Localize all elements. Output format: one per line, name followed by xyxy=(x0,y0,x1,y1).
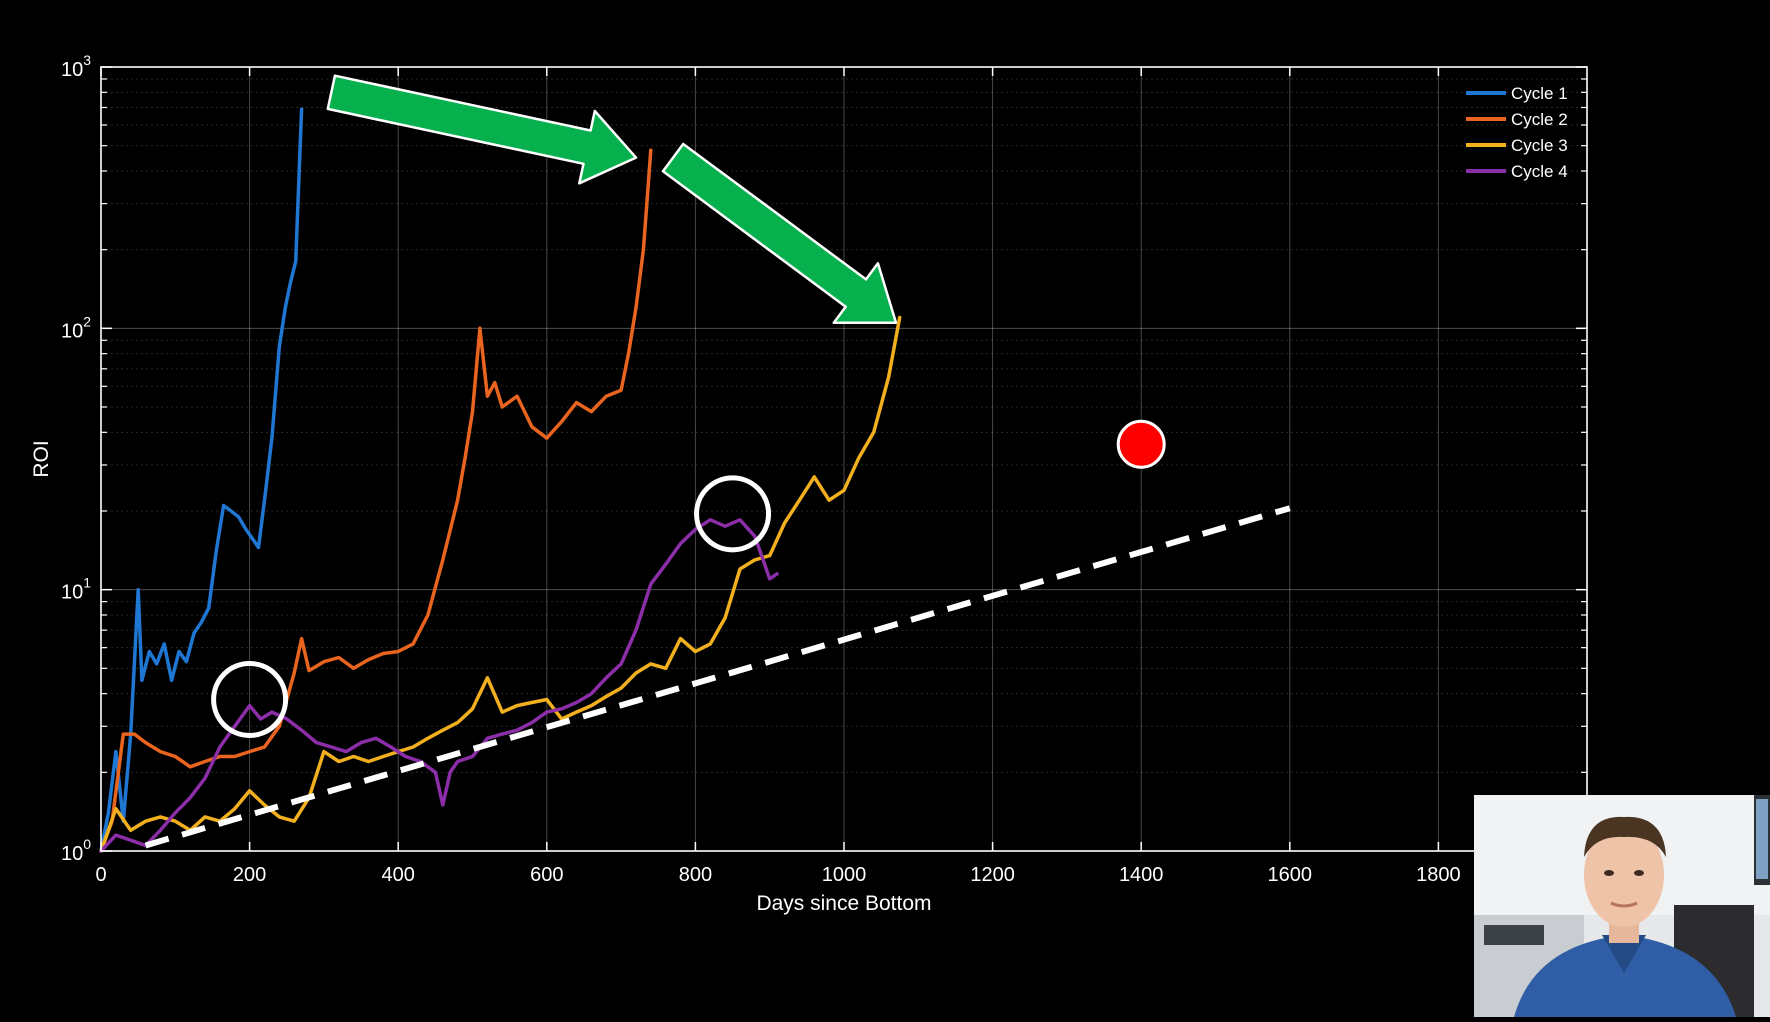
tick-label-x: 1600 xyxy=(1268,864,1313,886)
tick-label-y: 101 xyxy=(61,575,91,604)
tick-label-x: 1200 xyxy=(970,864,1015,886)
tick-label-x: 800 xyxy=(679,864,712,886)
series-line-cycle-3 xyxy=(99,315,902,853)
legend: Cycle 1 Cycle 2 Cycle 3 Cycle 4 xyxy=(1466,84,1568,181)
tick-label-y: 102 xyxy=(61,313,91,342)
legend-label: Cycle 4 xyxy=(1511,162,1568,181)
tick-label-x: 200 xyxy=(233,864,266,886)
red-marker xyxy=(1116,419,1166,469)
tick-label-x: 1800 xyxy=(1416,864,1461,886)
legend-label: Cycle 2 xyxy=(1511,110,1568,129)
tick-label-y: 103 xyxy=(61,52,91,81)
trend-line xyxy=(144,505,1291,849)
y-axis-label: ROI xyxy=(30,440,53,477)
highlight-circle xyxy=(694,475,772,553)
tick-label-x: 0 xyxy=(95,864,106,886)
x-axis-label: Days since Bottom xyxy=(756,892,931,915)
green-arrow xyxy=(326,74,638,185)
legend-label: Cycle 1 xyxy=(1511,84,1568,103)
highlight-circle xyxy=(211,660,289,738)
tick-label-x: 1400 xyxy=(1119,864,1164,886)
axes: 0 200 400 600 800 1000 1200 1400 1600 1800 100 101 1… xyxy=(30,52,1588,915)
series-line-cycle-4 xyxy=(99,518,779,853)
grid-lines xyxy=(101,67,1587,851)
presenter-image xyxy=(1474,795,1770,1017)
series-line-cycle-1 xyxy=(99,107,304,853)
series-line-cycle-2 xyxy=(99,148,653,853)
tick-label-x: 1000 xyxy=(822,864,867,886)
series-layer xyxy=(99,107,902,853)
annotation-layer xyxy=(144,74,1291,849)
tick-label-x: 400 xyxy=(382,864,415,886)
legend-label: Cycle 3 xyxy=(1511,136,1568,155)
tick-label-x: 600 xyxy=(530,864,563,886)
green-arrow xyxy=(661,142,898,325)
tick-label-y: 100 xyxy=(61,836,91,865)
presenter-webcam xyxy=(1474,795,1770,1017)
